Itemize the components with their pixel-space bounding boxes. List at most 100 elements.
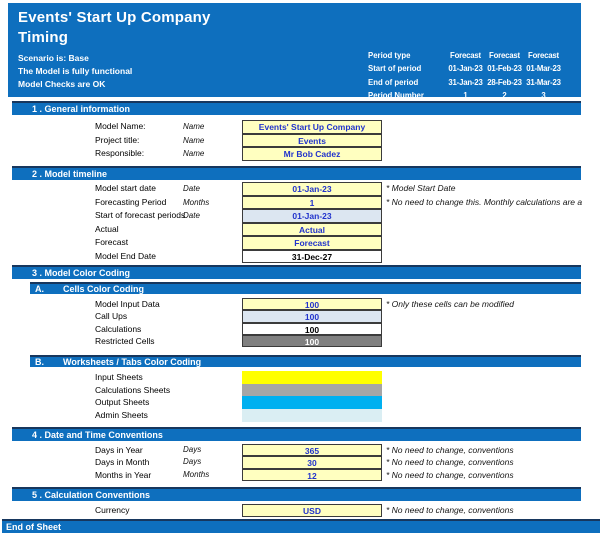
row-note: * Only these cells can be modified xyxy=(386,299,515,309)
model-name-input-cell[interactable]: Events' Start Up Company xyxy=(242,120,382,134)
date-time-conventions-rows: Days in Year Days 365 * No need to chang… xyxy=(0,444,600,481)
row-label: Currency xyxy=(95,505,130,515)
period-cell: 01-Jan-23 xyxy=(448,64,483,74)
row-label: Input Sheets xyxy=(95,372,143,382)
model-checks-status: Model Checks are OK xyxy=(18,79,106,89)
row-label: Actual xyxy=(95,223,119,234)
row-note: * No need to change, conventions xyxy=(386,457,514,468)
admin-sheets-row: Admin Sheets xyxy=(0,409,600,422)
input-sheets-row: Input Sheets xyxy=(0,371,600,384)
row-label: Restricted Cells xyxy=(95,335,155,346)
row-unit: Months xyxy=(183,197,210,207)
row-label: Model End Date xyxy=(95,250,156,261)
status-lines: Scenario is: Base The Model is fully fun… xyxy=(18,52,132,91)
model-timeline-rows: Model start date Date 01-Jan-23 * Model … xyxy=(0,182,600,263)
model-start-date-input-cell[interactable]: 01-Jan-23 xyxy=(242,182,382,196)
forecasting-period-row: Forecasting Period Months 1 * No need to… xyxy=(0,195,600,209)
forecast-row: Forecast Forecast xyxy=(0,236,600,250)
row-label: Months in Year xyxy=(95,469,152,480)
section-bar-model-timeline: 2 . Model timeline xyxy=(12,166,581,180)
header-banner: Events' Start Up Company Timing Scenario… xyxy=(8,3,581,100)
row-label: Days in Year xyxy=(95,445,143,455)
row-unit: Months xyxy=(183,469,210,479)
restricted-sample-cell: 100 xyxy=(242,334,382,348)
period-row-label: End of period xyxy=(368,77,419,87)
section-bar-model-color-coding: 3 . Model Color Coding xyxy=(12,265,581,279)
calculations-row: Calculations 100 xyxy=(0,322,600,335)
section-bar-general-information: 1 . General information xyxy=(12,101,581,115)
row-label: Admin Sheets xyxy=(95,410,148,421)
start-of-forecast-periods-row: Start of forecast periods Date 01-Jan-23 xyxy=(0,209,600,223)
period-cell: Forecast xyxy=(528,51,559,60)
period-row-label: Period Number xyxy=(368,90,424,100)
period-summary-table: Period type Forecast Forecast Forecast S… xyxy=(368,49,563,102)
row-label: Calculations Sheets xyxy=(95,384,171,395)
row-unit: Date xyxy=(183,184,200,193)
row-unit: Days xyxy=(183,457,202,467)
page-title: Events' Start Up Company xyxy=(18,9,211,26)
row-label: Model start date xyxy=(95,183,156,193)
model-input-data-sample-cell[interactable]: 100 xyxy=(242,298,382,311)
row-label: Call Ups xyxy=(95,311,128,322)
period-cell: 01-Feb-23 xyxy=(487,64,522,74)
period-cell: 31-Mar-23 xyxy=(526,77,561,87)
project-title-input-cell[interactable]: Events xyxy=(242,133,382,148)
subsection-bar-tabs-color-coding: B. Worksheets / Tabs Color Coding xyxy=(30,355,581,367)
model-functional-status: The Model is fully functional xyxy=(18,66,133,76)
period-row-label: Start of period xyxy=(368,64,422,74)
days-in-year-input-cell[interactable]: 365 xyxy=(242,444,382,457)
call-ups-row: Call Ups 100 xyxy=(0,310,600,323)
calculation-conventions-rows: Currency USD * No need to change, conven… xyxy=(0,504,600,517)
input-sheets-color-swatch xyxy=(242,371,382,384)
row-unit: Name xyxy=(183,122,205,131)
cells-color-coding-rows: Model Input Data 100 * Only these cells … xyxy=(0,298,600,348)
row-label: Forecasting Period xyxy=(95,196,167,207)
period-type-row: Period type Forecast Forecast Forecast xyxy=(368,49,563,62)
model-input-data-row: Model Input Data 100 * Only these cells … xyxy=(0,298,600,311)
row-note: * No need to change, conventions xyxy=(386,505,514,515)
forecasting-period-input-cell[interactable]: 1 xyxy=(242,195,382,209)
row-label: Calculations xyxy=(95,323,142,334)
row-note: * Model Start Date xyxy=(386,183,456,193)
model-name-row: Model Name: Name Events' Start Up Compan… xyxy=(0,120,600,134)
months-in-year-input-cell[interactable]: 12 xyxy=(242,468,382,481)
period-cell: 1 xyxy=(463,90,468,100)
responsible-input-cell[interactable]: Mr Bob Cadez xyxy=(242,147,382,162)
project-title-row: Project title: Name Events xyxy=(0,133,600,148)
days-in-year-row: Days in Year Days 365 * No need to chang… xyxy=(0,444,600,457)
general-information-rows: Model Name: Name Events' Start Up Compan… xyxy=(0,120,600,162)
currency-input-cell[interactable]: USD xyxy=(242,504,382,517)
period-cell: 2 xyxy=(502,90,507,100)
period-row-label: Period type xyxy=(368,51,411,60)
tabs-color-coding-rows: Input Sheets Calculations Sheets Output … xyxy=(0,371,600,422)
start-of-period-row: Start of period 01-Jan-23 01-Feb-23 01-M… xyxy=(368,62,563,75)
output-sheets-row: Output Sheets xyxy=(0,396,600,410)
calculations-sheets-color-swatch xyxy=(242,383,382,397)
period-cell: Forecast xyxy=(489,51,520,60)
row-label: Model Name: xyxy=(95,121,146,131)
days-in-month-input-cell[interactable]: 30 xyxy=(242,456,382,469)
end-of-sheet-bar: End of Sheet xyxy=(2,519,600,533)
row-label: Days in Month xyxy=(95,457,150,468)
period-cell: 3 xyxy=(541,90,546,100)
subsection-title: Cells Color Coding xyxy=(63,284,144,294)
model-end-date-calc-cell: 31-Dec-27 xyxy=(242,249,382,263)
period-cell: 01-Mar-23 xyxy=(526,64,561,74)
row-label: Model Input Data xyxy=(95,299,160,309)
start-of-forecast-callup-cell: 01-Jan-23 xyxy=(242,209,382,223)
section-bar-calculation-conventions: 5 . Calculation Conventions xyxy=(12,487,581,501)
scenario-status: Scenario is: Base xyxy=(18,53,89,63)
subsection-letter: A. xyxy=(35,284,44,294)
forecast-input-cell[interactable]: Forecast xyxy=(242,236,382,250)
months-in-year-row: Months in Year Months 12 * No need to ch… xyxy=(0,468,600,481)
sheet-subtitle: Timing xyxy=(18,29,69,46)
row-label: Start of forecast periods xyxy=(95,210,186,220)
admin-sheets-color-swatch xyxy=(242,409,382,422)
actual-row: Actual Actual xyxy=(0,222,600,236)
row-unit: Days xyxy=(183,445,202,454)
model-start-date-row: Model start date Date 01-Jan-23 * Model … xyxy=(0,182,600,196)
actual-input-cell[interactable]: Actual xyxy=(242,222,382,236)
subsection-title: Worksheets / Tabs Color Coding xyxy=(63,357,202,367)
subsection-bar-cells-color-coding: A. Cells Color Coding xyxy=(30,282,581,294)
